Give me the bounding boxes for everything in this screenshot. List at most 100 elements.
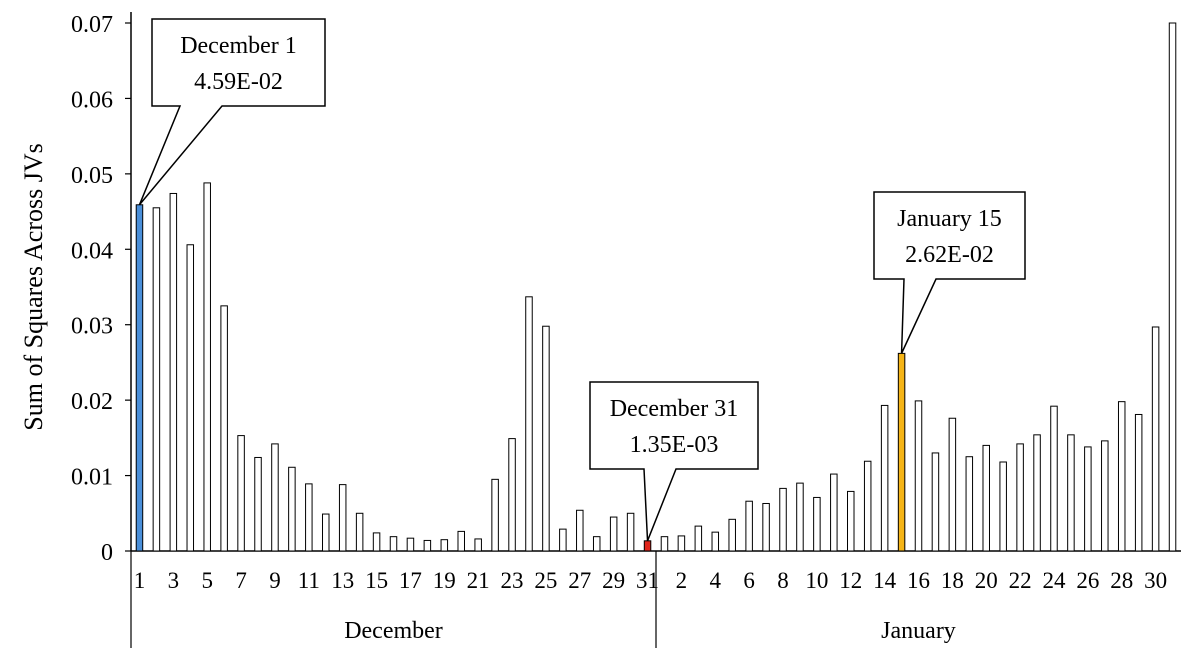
x-tick-label: 2 <box>676 568 688 593</box>
y-tick-label: 0 <box>101 540 113 566</box>
y-tick-labels: 0 0.01 0.02 0.03 0.04 0.05 0.06 0.07 <box>71 12 131 566</box>
x-tick-label: 19 <box>433 568 456 593</box>
bar-january-27 <box>1101 440 1109 552</box>
bar-december-8 <box>254 456 262 552</box>
x-tick-label: 5 <box>201 568 213 593</box>
bar-december-7 <box>237 435 245 552</box>
bar-december-13 <box>338 484 347 552</box>
bar-january-5 <box>728 518 736 552</box>
y-tick-label: 0.02 <box>71 389 113 415</box>
bar-january-18 <box>948 417 957 552</box>
y-tick-label: 0.04 <box>71 238 113 264</box>
y-tick-label: 0.05 <box>71 163 113 189</box>
bar-december-20 <box>457 530 465 552</box>
y-tick-label: 0.03 <box>71 314 113 340</box>
x-tick-label: 20 <box>975 568 998 593</box>
y-tick-label: 0.07 <box>71 12 113 38</box>
x-tick-labels: 1 3 5 7 9 11 13 15 17 19 21 23 25 27 29 31 2 4 6 8 10 12 14 16 1… <box>134 568 1167 644</box>
x-tick-label: 18 <box>941 568 964 593</box>
callout-date: December 31 <box>610 396 739 422</box>
highlighted-bar-december-31 <box>643 540 652 552</box>
x-tick-label: 22 <box>1009 568 1032 593</box>
x-tick-label: 25 <box>534 568 557 593</box>
bar-january-9 <box>796 482 804 552</box>
x-tick-label: 1 <box>134 568 146 593</box>
x-tick-label: 15 <box>365 568 388 593</box>
y-tick-label: 0.01 <box>71 465 113 491</box>
bar-january-8 <box>779 487 787 552</box>
bar-december-16 <box>389 536 398 552</box>
bar-december-29 <box>609 516 618 552</box>
bar-january-10 <box>813 496 821 552</box>
callout-date: January 15 <box>897 206 1002 232</box>
bar-december-24 <box>525 296 533 552</box>
bar-december-10 <box>288 466 296 552</box>
bar-january-30 <box>1151 326 1160 552</box>
bar-december-9 <box>271 443 279 552</box>
x-tick-label: 21 <box>467 568 490 593</box>
bar-december-19 <box>440 539 449 552</box>
bar-january-16 <box>914 400 923 552</box>
y-axis-label: Sum of Squares Across JVs <box>19 143 48 430</box>
bar-december-6 <box>220 305 228 552</box>
bar-january-2 <box>677 535 686 552</box>
bar-january-14 <box>880 404 889 552</box>
bar-december-3 <box>169 192 178 552</box>
x-tick-label: 13 <box>331 568 354 593</box>
callout-value: 4.59E-02 <box>194 69 283 95</box>
bar-january-29 <box>1134 413 1143 552</box>
callouts: December 1 4.59E-02 December 31 1.35E-03 Jan… <box>138 18 1026 542</box>
x-tick-label: 29 <box>602 568 625 593</box>
highlighted-bar-december-1 <box>135 204 144 552</box>
bar-december-4 <box>186 244 195 552</box>
x-tick-label: 14 <box>873 568 897 593</box>
bar-january-31 <box>1168 22 1177 552</box>
bar-january-23 <box>1033 434 1041 552</box>
x-tick-label: 10 <box>805 568 828 593</box>
x-tick-label: 26 <box>1076 568 1099 593</box>
bar-december-15 <box>372 532 381 552</box>
x-tick-label: 28 <box>1110 568 1133 593</box>
bar-january-3 <box>694 525 703 552</box>
bar-december-30 <box>626 512 635 552</box>
bar-december-11 <box>305 483 313 552</box>
bar-january-24 <box>1050 405 1058 552</box>
x-tick-label: 27 <box>568 568 591 593</box>
x-tick-label: 16 <box>907 568 930 593</box>
callout-value: 1.35E-03 <box>630 432 719 458</box>
callout-date: December 1 <box>180 33 297 59</box>
callout-box <box>138 18 326 206</box>
bar-january-17 <box>931 452 940 552</box>
bar-december-27 <box>576 509 584 552</box>
highlighted-bar-january-15 <box>897 352 906 552</box>
bar-december-2 <box>152 207 161 552</box>
callout-december-31: December 31 1.35E-03 <box>589 381 759 542</box>
bar-december-12 <box>322 513 330 552</box>
x-tick-label: 31 <box>636 568 659 593</box>
y-tick-label: 0.06 <box>71 87 113 113</box>
bar-december-17 <box>406 537 415 552</box>
bar-january-26 <box>1084 446 1092 552</box>
x-tick-label: 23 <box>501 568 524 593</box>
bar-january-6 <box>745 500 753 552</box>
bars <box>135 22 1177 552</box>
callout-january-15: January 15 2.62E-02 <box>873 191 1026 354</box>
bar-january-25 <box>1067 434 1075 552</box>
x-tick-label: 8 <box>777 568 789 593</box>
bar-december-25 <box>542 325 550 552</box>
bar-december-28 <box>592 536 601 552</box>
x-tick-label: 17 <box>399 568 422 593</box>
callout-box <box>589 381 759 542</box>
x-tick-label: 30 <box>1144 568 1167 593</box>
bar-december-23 <box>508 438 516 552</box>
x-tick-label: 7 <box>235 568 247 593</box>
bar-december-5 <box>203 182 211 552</box>
x-tick-label: 4 <box>710 568 722 593</box>
bar-december-21 <box>474 538 482 552</box>
x-tick-label: 3 <box>168 568 180 593</box>
bar-january-13 <box>863 460 872 552</box>
bar-january-20 <box>982 444 990 552</box>
axes <box>130 12 1181 648</box>
bar-january-28 <box>1117 401 1126 552</box>
